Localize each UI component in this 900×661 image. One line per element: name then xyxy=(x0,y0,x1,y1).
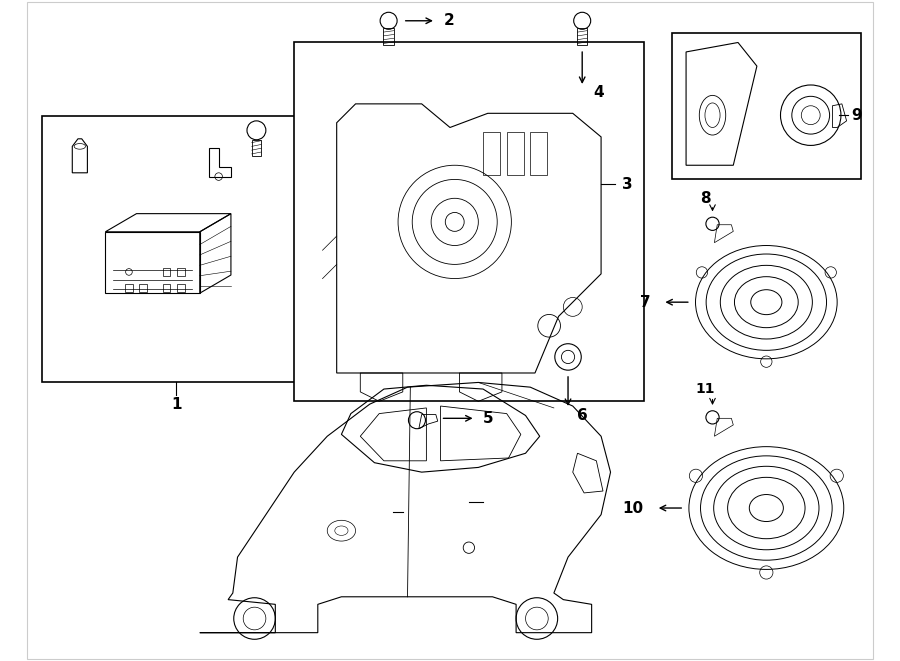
Text: 7: 7 xyxy=(640,295,650,309)
Bar xyxy=(294,42,644,401)
Bar xyxy=(483,132,500,175)
Text: 1: 1 xyxy=(171,397,182,412)
Bar xyxy=(125,284,132,292)
Bar xyxy=(672,33,860,179)
Bar xyxy=(507,132,524,175)
Text: 10: 10 xyxy=(623,500,644,516)
Text: 8: 8 xyxy=(699,191,710,206)
Text: 4: 4 xyxy=(593,85,604,100)
Text: 2: 2 xyxy=(444,13,454,28)
Bar xyxy=(177,284,184,292)
Bar xyxy=(140,284,147,292)
Bar xyxy=(177,268,184,276)
Bar xyxy=(530,132,547,175)
Text: 3: 3 xyxy=(622,176,633,192)
Text: 5: 5 xyxy=(483,411,494,426)
Bar xyxy=(42,116,309,383)
Bar xyxy=(163,284,170,292)
Text: 11: 11 xyxy=(695,382,715,396)
Text: 6: 6 xyxy=(578,408,589,423)
Bar xyxy=(163,268,170,276)
Text: 9: 9 xyxy=(851,108,862,123)
